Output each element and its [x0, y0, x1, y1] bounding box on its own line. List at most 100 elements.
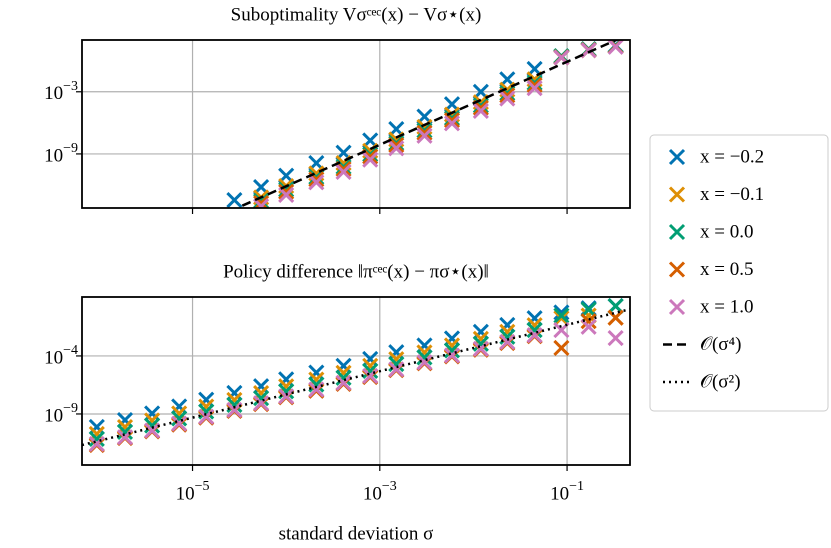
marker	[88, 435, 105, 453]
marker	[144, 405, 161, 422]
marker	[607, 297, 624, 315]
marker	[278, 186, 295, 203]
marker	[607, 309, 624, 326]
marker	[526, 321, 543, 339]
marker	[443, 330, 461, 347]
marker	[553, 310, 570, 327]
y-tick-label: 10−9	[44, 401, 78, 426]
marker	[226, 192, 243, 208]
legend-marker	[668, 223, 686, 241]
marker	[553, 304, 570, 321]
reference-line	[82, 307, 630, 447]
marker	[253, 378, 270, 395]
legend-label: x = −0.1	[700, 184, 764, 205]
marker	[388, 361, 405, 378]
marker	[580, 313, 597, 330]
legend-label: x = −0.2	[700, 146, 764, 167]
marker	[88, 430, 105, 447]
marker	[362, 350, 379, 368]
marker	[443, 342, 461, 359]
marker	[253, 390, 270, 407]
marker	[499, 333, 516, 351]
marker	[362, 367, 379, 384]
marker	[472, 335, 489, 352]
legend-marker	[668, 148, 686, 166]
marker	[171, 410, 188, 427]
marker	[416, 354, 433, 371]
marker	[416, 127, 433, 144]
y-tick-label: 10−9	[44, 141, 78, 166]
legend-label: 𝒪(σ²)	[700, 371, 741, 392]
marker	[144, 417, 161, 434]
marker	[388, 140, 405, 157]
legend-label: x = 1.0	[700, 296, 753, 317]
marker	[308, 174, 325, 191]
marker	[116, 423, 134, 441]
marker	[443, 115, 461, 132]
marker	[553, 307, 570, 324]
x-tick-label: 10−3	[363, 479, 397, 504]
marker	[472, 102, 489, 120]
marker	[416, 337, 433, 354]
marker	[416, 122, 433, 139]
marker	[308, 376, 325, 393]
marker	[171, 415, 188, 432]
legend-marker	[668, 298, 686, 316]
marker	[553, 339, 570, 356]
marker	[607, 40, 624, 55]
marker	[362, 151, 379, 168]
marker	[198, 391, 215, 408]
legend-label: 𝒪(σ⁴)	[700, 334, 742, 355]
x-tick-label: 10−5	[176, 479, 210, 504]
marker	[472, 323, 489, 340]
marker	[443, 112, 461, 129]
marker	[416, 124, 433, 141]
marker	[253, 395, 270, 412]
marker	[226, 384, 243, 401]
reference-line	[241, 40, 620, 207]
x-axis-label: standard deviation σ	[279, 523, 434, 544]
marker	[144, 422, 161, 439]
marker	[526, 76, 543, 94]
plot-area	[226, 40, 624, 208]
plot-area	[82, 297, 630, 454]
axes-frame	[81, 39, 631, 209]
marker	[580, 301, 597, 318]
marker	[88, 418, 105, 436]
marker	[362, 362, 379, 380]
marker	[198, 403, 215, 420]
legend-label: x = 0.5	[700, 259, 753, 280]
marker	[580, 42, 597, 59]
chart-title: Policy difference ‖πᶜᵉᶜ(x) − πσ⋆(x)‖	[223, 261, 489, 282]
marker	[416, 349, 433, 366]
legend-box	[649, 134, 829, 412]
legend-marker	[668, 261, 686, 278]
marker	[116, 411, 134, 429]
marker	[335, 160, 352, 178]
marker	[253, 198, 270, 208]
marker	[499, 316, 516, 333]
marker	[171, 398, 188, 415]
marker	[443, 347, 461, 364]
marker	[607, 329, 624, 347]
axes-frame	[81, 296, 631, 466]
x-tick-label: 10−1	[550, 479, 584, 504]
marker	[388, 344, 405, 361]
marker	[526, 310, 543, 327]
marker	[526, 327, 543, 344]
chart-title: Suboptimality Vσᶜᵉᶜ(x) − Vσ⋆(x)	[231, 4, 482, 25]
y-tick-label: 10−4	[44, 343, 78, 368]
legend-marker	[668, 186, 686, 203]
legend-label: x = 0.0	[700, 221, 753, 242]
marker	[499, 90, 516, 107]
marker	[580, 318, 597, 335]
marker	[335, 357, 352, 374]
marker	[335, 163, 352, 181]
marker	[335, 374, 352, 391]
marker	[526, 80, 543, 97]
marker	[278, 388, 295, 405]
marker	[278, 371, 295, 388]
y-tick-label: 10−3	[44, 79, 78, 104]
marker	[308, 364, 325, 381]
